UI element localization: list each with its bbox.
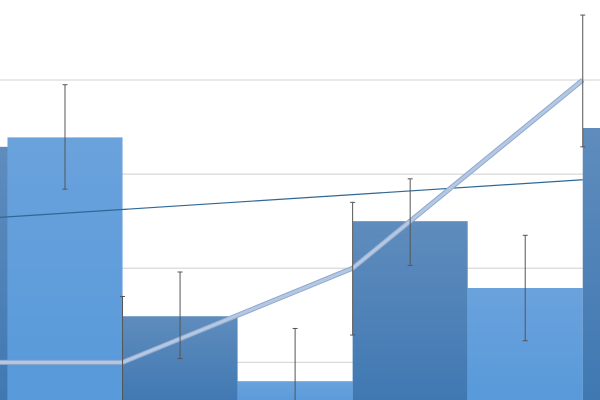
trendline bbox=[0, 179, 583, 219]
bars bbox=[0, 128, 600, 400]
error-bars bbox=[62, 14, 586, 400]
lines bbox=[0, 78, 585, 365]
bar bbox=[0, 146, 8, 400]
bar bbox=[582, 128, 600, 400]
series-line bbox=[0, 78, 584, 364]
